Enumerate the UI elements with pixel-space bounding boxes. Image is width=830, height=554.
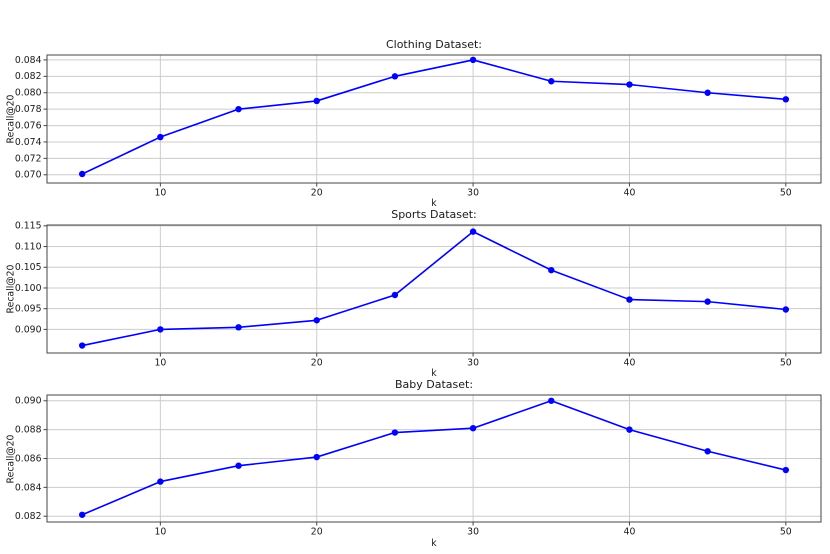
y-tick-label: 0.072 <box>15 153 42 164</box>
data-point-marker <box>313 97 320 105</box>
y-tick-label: 0.095 <box>15 304 42 315</box>
y-axis-label: Recall@20 <box>5 264 17 314</box>
data-point-marker <box>626 296 633 303</box>
x-tick-label: 10 <box>154 527 166 538</box>
y-tick-label: 0.090 <box>15 324 42 335</box>
y-axis-label: Recall@20 <box>5 434 17 484</box>
y-tick-label: 0.100 <box>15 283 42 294</box>
data-point-marker <box>782 466 790 474</box>
chart-sports: 10 20 30 40 50 0.090 0.095 0.100 0.105 0.110 0.115… <box>0 200 830 380</box>
data-point-marker <box>313 317 320 324</box>
x-tick-label: 50 <box>780 358 792 369</box>
data-point-marker <box>548 397 555 404</box>
y-tick-label: 0.086 <box>15 453 42 464</box>
x-axis-label: k <box>431 198 437 209</box>
axes-spines <box>46 224 822 354</box>
data-point-marker <box>548 78 555 85</box>
chart-baby: 10 20 30 40 50 0.082 0.084 0.086 0.088 0.090 Baby… <box>0 370 830 554</box>
x-tick-label: 30 <box>467 358 479 369</box>
data-point-marker <box>391 429 399 436</box>
plot-svg-clothing: 10 20 30 40 50 0.070 0.072 0.074 0.076 0.078 0.080… <box>15 54 822 199</box>
y-tick-label: 0.076 <box>15 120 42 131</box>
y-tick-label: 0.115 <box>15 221 42 232</box>
data-point-marker <box>157 478 164 485</box>
data-point-marker <box>235 105 242 113</box>
x-tick-label: 40 <box>624 188 636 199</box>
y-tick-label: 0.084 <box>15 55 42 66</box>
series-line <box>82 230 786 347</box>
y-tick-label: 0.088 <box>15 425 42 436</box>
data-point-marker <box>157 133 164 141</box>
y-tick-label: 0.080 <box>15 88 42 99</box>
x-axis-label: k <box>431 368 437 379</box>
y-axis-label: Recall@20 <box>5 94 17 144</box>
y-tick-label: 0.082 <box>15 71 42 82</box>
data-point-marker <box>782 96 790 103</box>
data-point-marker <box>391 291 399 299</box>
y-tick-label: 0.078 <box>15 104 42 115</box>
data-point-marker <box>548 266 555 274</box>
data-point-marker <box>469 56 477 64</box>
y-tick-label: 0.084 <box>15 482 42 493</box>
data-point-marker <box>78 170 86 178</box>
x-tick-label: 50 <box>780 527 792 538</box>
x-tick-label: 10 <box>154 358 166 369</box>
y-tick-label: 0.105 <box>15 262 42 273</box>
y-tick-label: 0.070 <box>15 170 42 181</box>
series-line <box>81 59 786 175</box>
chart-clothing: 10 20 30 40 50 0.070 0.072 0.074 0.076 0.078 0.080… <box>0 30 830 210</box>
data-point-marker <box>78 511 86 518</box>
data-point-marker <box>469 228 477 235</box>
data-point-marker <box>626 81 633 88</box>
y-tick-label: 0.082 <box>15 511 42 522</box>
data-point-marker <box>235 462 242 469</box>
x-tick-label: 30 <box>467 188 479 199</box>
series-line <box>81 399 787 516</box>
x-tick-label: 40 <box>624 527 636 538</box>
axes-spines <box>46 54 822 184</box>
data-point-marker <box>157 326 164 333</box>
data-point-marker <box>704 298 711 305</box>
y-tick-label: 0.074 <box>15 137 42 148</box>
chart-title: Sports Dataset: <box>391 208 477 221</box>
data-point-marker <box>78 342 86 349</box>
plot-svg-sports: 10 20 30 40 50 0.090 0.095 0.100 0.105 0.110 0.115 <box>15 221 822 369</box>
x-tick-label: 30 <box>467 527 479 538</box>
x-tick-label: 50 <box>780 188 792 199</box>
x-tick-label: 40 <box>624 358 636 369</box>
x-axis-label: k <box>431 538 437 549</box>
x-tick-label: 20 <box>311 188 323 199</box>
data-point-marker <box>704 89 711 96</box>
data-point-marker <box>704 448 711 455</box>
chart-title: Baby Dataset: <box>394 378 474 391</box>
data-point-marker <box>391 73 399 80</box>
data-point-marker <box>782 306 790 313</box>
data-point-marker <box>626 426 633 433</box>
chart-title: Clothing Dataset: <box>385 38 483 51</box>
data-point-marker <box>469 424 477 432</box>
data-point-marker <box>235 324 242 331</box>
x-tick-label: 10 <box>154 188 166 199</box>
x-tick-label: 20 <box>311 527 323 538</box>
data-point-marker <box>313 453 320 461</box>
y-tick-label: 0.110 <box>15 241 42 252</box>
plot-svg-baby: 10 20 30 40 50 0.082 0.084 0.086 0.088 0.090 <box>15 394 822 538</box>
y-tick-label: 0.090 <box>15 396 42 407</box>
x-tick-label: 20 <box>311 358 323 369</box>
